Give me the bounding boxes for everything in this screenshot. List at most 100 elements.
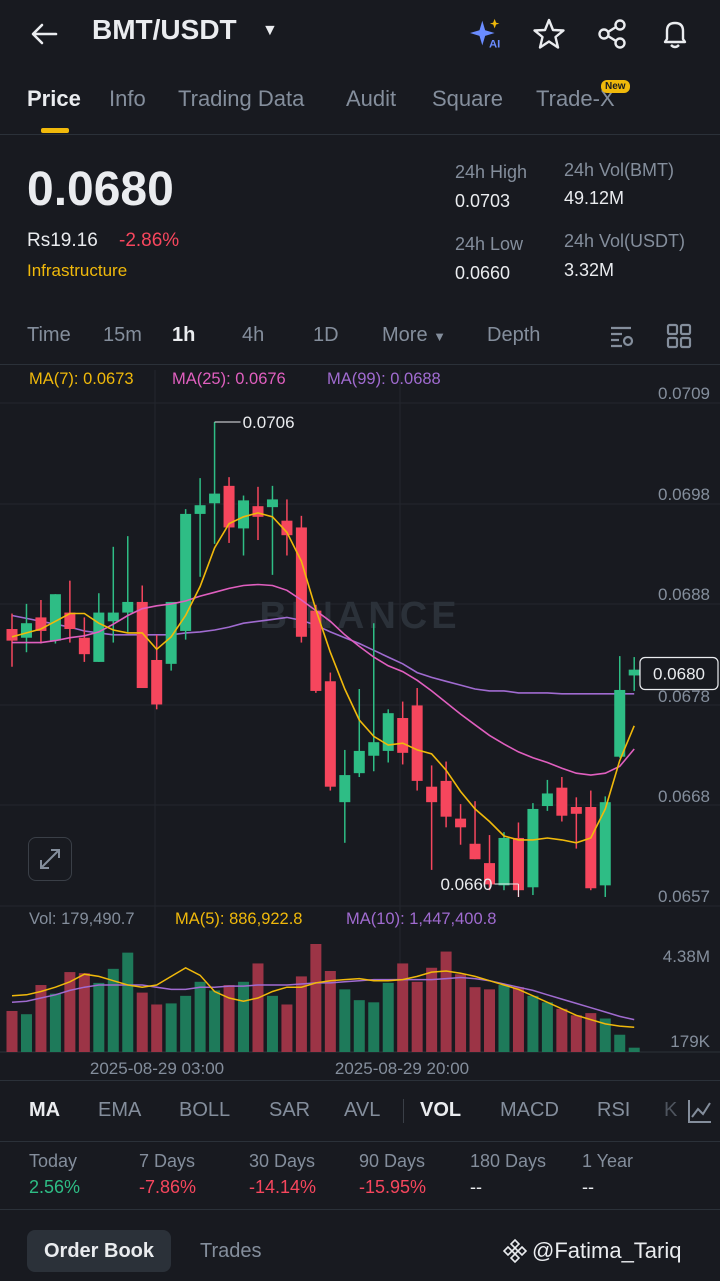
fullscreen-icon[interactable] [28,837,72,881]
low-24h-value: 0.0660 [455,263,511,283]
share-icon[interactable] [594,16,630,52]
period-30d-value: -14.14% [249,1177,317,1197]
tab-price[interactable]: Price [27,86,81,111]
back-arrow-icon[interactable] [26,16,62,52]
period-7d-value: -7.86% [139,1177,197,1197]
ind-vol[interactable]: VOL [420,1099,462,1121]
ind-kdj[interactable]: K [664,1099,678,1121]
period-7d-label: 7 Days [139,1151,196,1171]
low-marker-label: 0.0660 [440,875,492,894]
tf-time[interactable]: Time [27,324,71,346]
period-1y-label: 1 Year [582,1151,634,1171]
ma7-line [11,512,635,844]
tf-depth[interactable]: Depth [487,324,541,346]
price-axis-label: 0.0698 [658,485,710,504]
chart-settings-icon[interactable] [608,322,636,355]
candlestick-chart[interactable]: BINANCE 0.0709 0.0698 0.0688 0.0678 0.0668 0.… [0,370,720,1080]
current-price-tag [639,656,719,691]
candle [6,629,18,641]
tab-audit[interactable]: Audit [346,86,397,111]
tf-4h[interactable]: 4h [242,324,265,346]
ind-rsi[interactable]: RSI [597,1099,631,1121]
volume-bar [64,972,76,1052]
ind-avl[interactable]: AVL [344,1099,381,1121]
divider [0,1209,720,1210]
volume-bar [324,971,336,1052]
volume-bar [541,1002,553,1052]
tab-square[interactable]: Square [432,86,503,111]
vol-ma5-line [11,966,635,1028]
tf-more[interactable]: More ▼ [382,324,446,347]
candle [484,863,496,885]
grid-layout-icon[interactable] [665,322,693,355]
ind-boll[interactable]: BOLL [179,1099,231,1121]
candle [585,807,597,889]
tf-15m[interactable]: 15m [103,324,142,346]
fiat-price: Rs19.16 [27,230,98,251]
volume-bar [93,982,105,1052]
volume-bar [281,1004,293,1052]
volume-bar [194,981,206,1052]
current-price-label: 0.0680 [653,665,705,684]
tf-1h[interactable]: 1h [172,324,196,346]
volume-bar [469,987,481,1052]
ma99-legend: MA(99): 0.0688 [327,370,441,388]
ind-sar[interactable]: SAR [269,1099,311,1121]
ind-ma[interactable]: MA [29,1099,61,1121]
candle [180,513,192,631]
last-price: 0.0680 [27,163,174,216]
candle [151,659,163,705]
candle [353,750,365,774]
period-1y-value: -- [582,1177,594,1197]
period-30d-label: 30 Days [249,1151,316,1171]
indicator-bar: MA EMA BOLL SAR AVL VOL MACD RSI K [0,1080,720,1142]
binance-logo-icon [502,1238,528,1264]
candle [498,837,510,886]
sector-tag[interactable]: Infrastructure [27,261,128,280]
pair-selector[interactable]: BMT/USDT [92,14,237,45]
volume-bar [295,976,307,1052]
volume-bar [440,951,452,1052]
indicator-chart-icon[interactable] [680,1095,720,1127]
volume-bar [484,989,496,1052]
volume-bar [165,1003,177,1052]
candle [556,787,568,816]
tab-info[interactable]: Info [109,86,146,111]
candle [266,499,278,508]
ind-ema[interactable]: EMA [98,1099,142,1121]
volume-axis-label: 179K [670,1032,710,1051]
tf-1d[interactable]: 1D [313,324,339,346]
volume-bar [556,1008,568,1052]
period-90d-value: -15.95% [359,1177,427,1197]
bell-icon[interactable] [657,16,693,52]
chevron-down-icon: ▼ [433,329,447,344]
candle [64,612,76,630]
volume-axis-label: 4.38M [663,947,710,966]
candle [107,612,119,622]
candle [469,843,481,860]
candle [122,601,134,613]
tab-trades[interactable]: Trades [200,1240,262,1262]
divider [403,1099,404,1123]
volume-bar [339,989,351,1052]
chevron-down-icon[interactable]: ▼ [262,22,278,39]
price-change-percent: -2.86% [119,230,180,251]
candle [20,623,32,638]
candle [455,818,467,828]
star-icon[interactable] [531,16,567,52]
price-axis-label: 0.0657 [658,887,710,906]
tf-more-label: More [382,324,428,346]
volume-bar [353,1000,365,1052]
volume-bar [512,987,524,1052]
ind-macd[interactable]: MACD [500,1099,559,1121]
tab-trading-data[interactable]: Trading Data [178,86,305,111]
candle [136,601,148,689]
candle [628,669,640,676]
volume-bar [49,993,61,1052]
ai-sparkle-icon[interactable]: AI [470,16,506,52]
volume-bar [107,968,119,1052]
volume-bar [614,1034,626,1052]
ma25-line [12,583,635,776]
volume-bar [266,995,278,1052]
tab-order-book[interactable]: Order Book [27,1230,171,1272]
